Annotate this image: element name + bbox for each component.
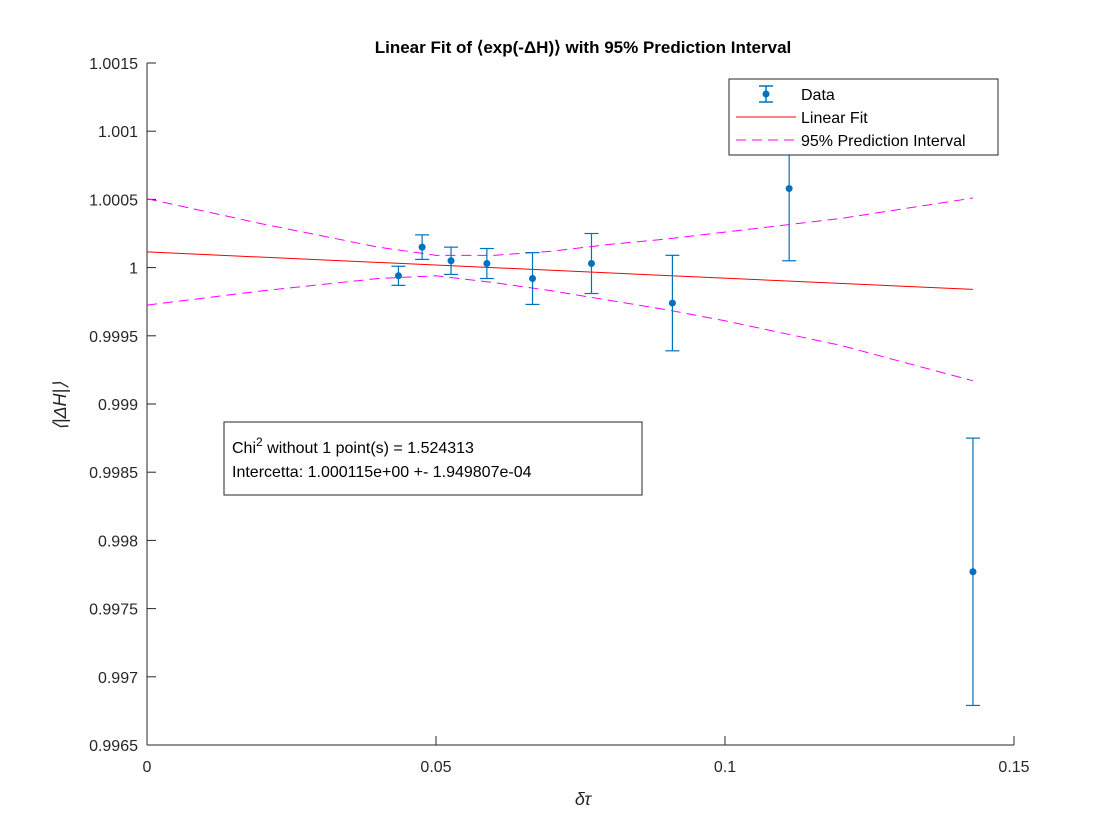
data-point bbox=[525, 251, 540, 306]
x-tick-label: 0.05 bbox=[420, 759, 451, 776]
chi-superscript: 2 bbox=[256, 435, 263, 449]
chi-prefix: Chi bbox=[232, 440, 256, 457]
data-point bbox=[415, 234, 430, 261]
legend: Data Linear Fit 95% Prediction Interval bbox=[728, 78, 999, 156]
data-point bbox=[665, 254, 680, 352]
y-tick-label: 0.9975 bbox=[89, 602, 138, 619]
y-tick-label: 0.9985 bbox=[89, 465, 138, 482]
axes-frame bbox=[146, 63, 1014, 746]
x-ticks: 0 0.05 0.1 0.15 bbox=[143, 736, 1030, 776]
x-tick-label: 0 bbox=[143, 759, 152, 776]
y-tick-label: 1 bbox=[129, 261, 138, 278]
legend-label-fit: Linear Fit bbox=[801, 110, 868, 127]
data-marker bbox=[969, 568, 977, 576]
y-tick-label: 1.0005 bbox=[89, 192, 138, 209]
x-axis-label: δτ bbox=[575, 789, 593, 809]
data-marker bbox=[394, 272, 402, 280]
legend-label-data: Data bbox=[801, 87, 835, 104]
y-tick-label: 1.0015 bbox=[89, 56, 138, 73]
y-tick-label: 0.9995 bbox=[89, 329, 138, 346]
data-marker bbox=[483, 260, 491, 268]
y-tick-label: 0.997 bbox=[98, 670, 138, 687]
data-marker bbox=[785, 184, 793, 192]
data-point bbox=[965, 437, 980, 707]
legend-label-prediction: 95% Prediction Interval bbox=[801, 133, 966, 150]
intercept-text: Intercetta: 1.000115e+00 +- 1.949807e-04 bbox=[232, 464, 532, 481]
chi-squared-text: Chi2 without 1 point(s) = 1.524313 bbox=[232, 435, 474, 457]
data-marker bbox=[529, 275, 537, 283]
fit-line bbox=[146, 251, 973, 290]
data-marker bbox=[418, 243, 426, 251]
prediction-lower-line bbox=[146, 275, 974, 382]
annotation-box: Chi2 without 1 point(s) = 1.524313 Inter… bbox=[223, 421, 643, 496]
data-marker bbox=[668, 299, 676, 307]
y-tick-label: 0.998 bbox=[98, 533, 138, 550]
data-point bbox=[391, 265, 406, 286]
prediction-upper-line bbox=[146, 197, 974, 256]
chart-title: Linear Fit of ⟨exp(-ΔH)⟩ with 95% Predic… bbox=[375, 38, 792, 57]
y-tick-label: 0.9965 bbox=[89, 738, 138, 755]
data-point bbox=[479, 247, 494, 280]
x-tick-label: 0.1 bbox=[714, 759, 736, 776]
data-series bbox=[391, 115, 980, 707]
y-tick-label: 1.001 bbox=[98, 124, 138, 141]
y-ticks: 0.9965 0.997 0.9975 0.998 0.9985 0.999 0.9995 1… bbox=[89, 56, 156, 755]
x-tick-label: 0.15 bbox=[998, 759, 1029, 776]
data-point bbox=[584, 232, 599, 295]
data-point bbox=[444, 246, 459, 276]
annotation-frame bbox=[223, 421, 643, 496]
linear-fit bbox=[146, 251, 973, 290]
data-marker bbox=[587, 260, 595, 268]
y-axis-label: ⟨|ΔH|⟩ bbox=[50, 382, 70, 430]
data-marker bbox=[447, 257, 455, 265]
prediction-interval bbox=[146, 197, 974, 382]
y-tick-label: 0.999 bbox=[98, 397, 138, 414]
legend-data-marker bbox=[759, 85, 773, 103]
chi-rest: without 1 point(s) = 1.524313 bbox=[263, 440, 474, 457]
